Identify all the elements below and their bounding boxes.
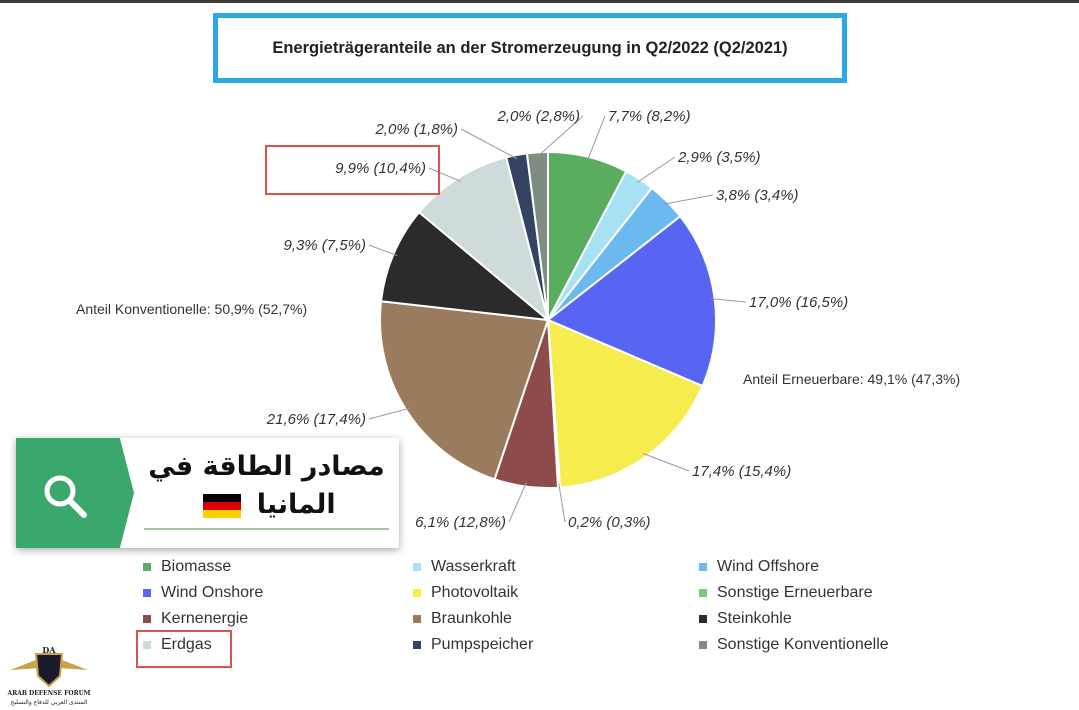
legend-label: Photovoltaik: [431, 584, 519, 601]
leader-kernenergie: [508, 482, 527, 523]
leader-wind-onshore: [710, 298, 747, 303]
legend-label: Braunkohle: [431, 610, 512, 627]
legend-item-wind-offshore: Wind Offshore: [699, 558, 819, 576]
label-sonstige-konventionelle: 2,0% (2,8%): [496, 108, 580, 125]
legend-swatch: [143, 615, 151, 623]
overlay-underline: [144, 528, 389, 530]
legend-label: Wind Offshore: [717, 558, 819, 575]
legend-label: Erdgas: [161, 636, 212, 653]
legend-item-erdgas: Erdgas: [143, 636, 212, 654]
leader-lines: [368, 115, 747, 523]
leader-biomasse: [586, 115, 606, 161]
leader-wasserkraft: [636, 156, 676, 183]
label-photovoltaik: 17,4% (15,4%): [692, 463, 791, 480]
legend-item-sonstige-erneuerbare: Sonstige Erneuerbare: [699, 584, 873, 602]
legend-item-kernenergie: Kernenergie: [143, 610, 248, 628]
label-braunkohle: 21,6% (17,4%): [266, 411, 366, 428]
search-overlay-card[interactable]: مصادر الطاقة في المانيا: [16, 438, 399, 548]
legend-swatch: [143, 589, 151, 597]
label-wasserkraft: 2,9% (3,5%): [677, 149, 761, 166]
legend-item-braunkohle: Braunkohle: [413, 610, 512, 628]
legend-swatch: [699, 615, 707, 623]
leader-pumpspeicher: [460, 128, 518, 160]
top-border: [0, 0, 1079, 3]
pie-slices: [379, 150, 717, 489]
legend-swatch: [413, 641, 421, 649]
legend-item-pumpspeicher: Pumpspeicher: [413, 636, 533, 654]
legend-label: Pumpspeicher: [431, 636, 534, 653]
label-kernenergie: 6,1% (12,8%): [415, 514, 506, 531]
watermark-line2: المنتدى العربي للدفاع والتسليح: [11, 699, 88, 706]
legend-item-photovoltaik: Photovoltaik: [413, 584, 518, 602]
legend-swatch: [143, 563, 151, 571]
label-sonstige-erneuerbare: 0,2% (0,3%): [568, 514, 651, 531]
leader-photovoltaik: [643, 453, 690, 472]
leader-sonstige-erneuerbare: [558, 483, 566, 523]
slice-wind-onshore: [546, 214, 717, 388]
legend-swatch: [699, 641, 707, 649]
watermark-logo: DA ARAB DEFENSE FORUM المنتدى العربي للد…: [7, 645, 91, 706]
overlay-caption-line1: مصادر الطاقة في: [148, 451, 385, 482]
legend-swatch: [699, 563, 707, 571]
label-steinkohle: 9,3% (7,5%): [283, 237, 366, 254]
legend-item-sonstige-konventionelle: Sonstige Konventionelle: [699, 636, 889, 654]
watermark-line1: ARAB DEFENSE FORUM: [7, 690, 91, 697]
legend-label: Wasserkraft: [431, 558, 516, 575]
label-pumpspeicher: 2,0% (1,8%): [374, 121, 458, 138]
legend-item-biomasse: Biomasse: [143, 558, 231, 576]
overlay-caption-line2: المانيا: [144, 486, 389, 524]
search-icon[interactable]: [40, 471, 96, 521]
legend-item-steinkohle: Steinkohle: [699, 610, 792, 628]
chart-title: Energieträgeranteile an der Stromerzeugu…: [213, 13, 847, 83]
label-wind-onshore: 17,0% (16,5%): [749, 294, 848, 311]
legend-swatch: [413, 615, 421, 623]
legend-label: Kernenergie: [161, 610, 249, 627]
legend-item-wind-onshore: Wind Onshore: [143, 584, 263, 602]
label-biomasse: 7,7% (8,2%): [608, 108, 691, 125]
overlay-caption: مصادر الطاقة في المانيا: [144, 448, 389, 524]
overlay-caption-line2-text: المانيا: [256, 489, 336, 520]
legend-label: Sonstige Erneuerbare: [717, 584, 873, 601]
erdgas-label-highlight: [265, 145, 440, 195]
conventional-share-label: Anteil Konventionelle: 50,9% (52,7%): [76, 301, 307, 317]
renewable-share-label: Anteil Erneuerbare: 49,1% (47,3%): [743, 371, 960, 387]
legend-label: Wind Onshore: [161, 584, 264, 601]
slice-sonstige-konventionelle: [525, 150, 549, 321]
legend-label: Steinkohle: [717, 610, 792, 627]
slice-photovoltaik: [546, 318, 704, 489]
legend-swatch: [143, 641, 151, 649]
label-wind-offshore: 3,8% (3,4%): [716, 187, 799, 204]
slice-braunkohle: [379, 300, 550, 481]
leader-sonstige-konventionelle: [537, 115, 584, 157]
search-badge[interactable]: [16, 438, 134, 548]
watermark-mark: DA: [42, 645, 56, 655]
legend-label: Sonstige Konventionelle: [717, 636, 889, 653]
leader-braunkohle: [368, 407, 410, 420]
leader-erdgas: [428, 167, 461, 182]
legend-label: Biomasse: [161, 558, 232, 575]
legend-swatch: [699, 589, 707, 597]
erdgas-legend-highlight: [136, 630, 232, 668]
germany-flag-icon: [203, 493, 242, 518]
label-erdgas: 9,9% (10,4%): [335, 160, 426, 177]
legend-swatch: [413, 589, 421, 597]
legend-item-wasserkraft: Wasserkraft: [413, 558, 516, 576]
slice-labels: 7,7% (8,2%) 2,9% (3,5%) 3,8% (3,4%) 17,0% (…: [266, 108, 848, 531]
legend-swatch: [413, 563, 421, 571]
leader-steinkohle: [368, 244, 398, 256]
leader-wind-offshore: [663, 194, 714, 205]
